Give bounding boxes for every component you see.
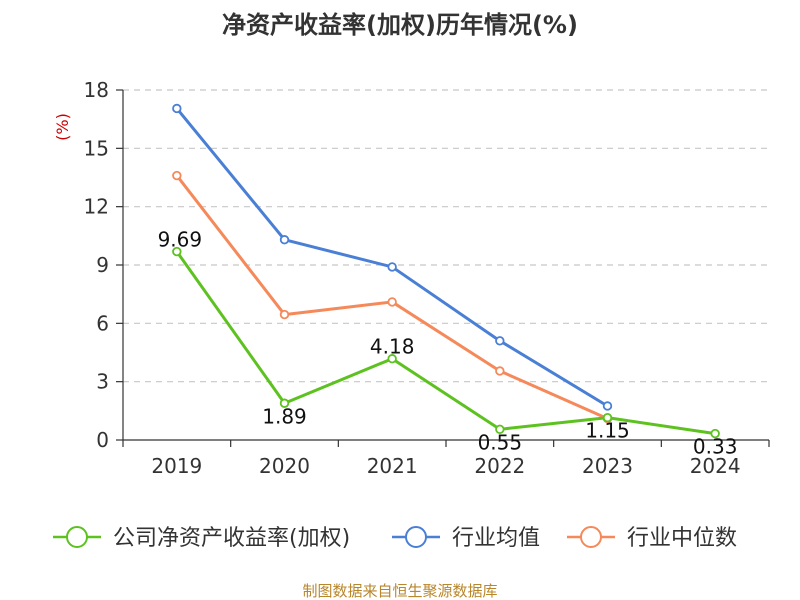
data-point[interactable] [172,246,182,257]
legend-marker [580,526,602,548]
x-tick-label: 2021 [367,454,418,478]
data-label: 0.55 [478,430,523,454]
x-tick-label: 2022 [474,454,525,478]
y-tick-label: 0 [96,428,109,452]
data-point[interactable] [279,398,290,408]
legend-marker [66,526,88,548]
data-labels: 9.69 1.89 4.18 0.55 1.15 0.33 [158,228,738,459]
y-axis-unit: (%) [53,113,72,141]
y-tick-label: 15 [84,136,109,160]
y-tick-label: 3 [96,370,109,394]
data-point[interactable] [172,103,182,114]
chart-title: 净资产收益率(加权)历年情况(%) [222,11,578,39]
legend-item[interactable]: 公司净资产收益率(加权) [53,526,350,551]
legend-marker [405,526,427,548]
data-point[interactable] [710,428,720,439]
x-tick-label: 2024 [690,454,741,478]
legend-item[interactable]: 行业均值 [392,526,540,551]
data-label: 0.33 [693,435,738,459]
grid [123,89,769,383]
y-tick-label: 12 [84,195,109,219]
data-point[interactable] [279,309,290,320]
source-note: 制图数据来自恒生聚源数据库 [302,582,497,600]
x-tick-label: 2019 [151,454,202,478]
data-point[interactable] [172,170,182,181]
data-label: 9.69 [158,228,203,252]
data-point[interactable] [279,235,290,245]
x-tick-label: 2020 [259,454,310,478]
legend-label: 公司净资产收益率(加权) [113,526,350,551]
legend-label: 行业均值 [452,526,540,551]
data-point[interactable] [495,424,505,435]
data-point[interactable] [495,336,505,346]
legend[interactable]: 公司净资产收益率(加权) 行业均值 行业中位数 [53,526,737,551]
legend-item[interactable]: 行业中位数 [567,526,737,551]
y-tick-label: 6 [96,311,109,335]
data-label: 4.18 [370,335,415,359]
data-label: 1.15 [585,419,630,443]
data-point[interactable] [387,297,397,307]
series-line-0 [175,250,716,436]
data-point[interactable] [602,412,613,423]
x-tick-label: 2023 [582,454,633,478]
data-point[interactable] [387,354,397,364]
axes: 0 3 6 9 12 15 18 2019 2020 2021 2022 2023 2024 [84,78,770,478]
series [172,103,720,439]
y-tick-label: 18 [84,78,109,102]
data-point[interactable] [495,366,505,376]
legend-label: 行业中位数 [627,526,737,551]
data-point[interactable] [602,401,613,411]
y-tick-label: 9 [96,253,109,277]
data-label: 1.89 [262,404,307,428]
data-point[interactable] [387,262,397,272]
